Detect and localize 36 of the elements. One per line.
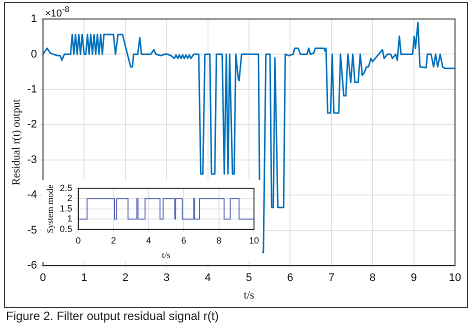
x-axis-title: t/s bbox=[162, 250, 171, 260]
x-tick-label: 2 bbox=[122, 272, 128, 284]
x-tick-label: 5 bbox=[246, 272, 252, 284]
x-tick-label: 10 bbox=[248, 235, 259, 246]
x-tick-label: 6 bbox=[181, 235, 186, 246]
x-tick-label: 9 bbox=[410, 272, 417, 284]
y-axis-title: System mode bbox=[44, 184, 55, 234]
x-tick-label: 0 bbox=[76, 235, 81, 246]
x-tick-label: 3 bbox=[164, 272, 170, 284]
x-tick-label: 8 bbox=[216, 235, 222, 246]
x-tick-label: 6 bbox=[287, 272, 294, 284]
x-tick-label: 4 bbox=[204, 272, 211, 284]
y-tick-label: 2.5 bbox=[60, 182, 72, 193]
y-tick-label: 1.5 bbox=[60, 203, 72, 214]
y-tick-label: -6 bbox=[27, 260, 37, 272]
x-tick-label: 4 bbox=[146, 235, 152, 246]
y-tick-label: 1 bbox=[30, 13, 37, 26]
x-axis-title: t/s bbox=[244, 289, 254, 302]
x-tick-label: 2 bbox=[110, 235, 116, 246]
y-tick-label: 0.5 bbox=[60, 224, 72, 234]
caption: Figure 2. Filter output residual signal r(t) bbox=[6, 309, 219, 323]
y-tick-label: 1 bbox=[67, 214, 72, 224]
y-tick-label: -4 bbox=[27, 189, 37, 202]
y-tick-label: -1 bbox=[27, 83, 37, 96]
y-tick-label: 2 bbox=[67, 193, 72, 204]
y-tick-label: -3 bbox=[27, 154, 37, 166]
y-axis-title: Residual r(t) output bbox=[10, 99, 22, 186]
x-tick-label: 1 bbox=[81, 272, 88, 284]
annotation: ×10$^{-8}$ bbox=[44, 4, 70, 20]
x-tick-label: 7 bbox=[328, 272, 334, 284]
y-tick-label: -5 bbox=[27, 224, 37, 236]
x-tick-label: 0 bbox=[40, 272, 46, 284]
x-tick-label: 10 bbox=[448, 272, 462, 284]
x-tick-label: 8 bbox=[370, 272, 376, 284]
y-tick-label: 0 bbox=[30, 48, 37, 60]
y-tick-label: -2 bbox=[27, 118, 37, 131]
